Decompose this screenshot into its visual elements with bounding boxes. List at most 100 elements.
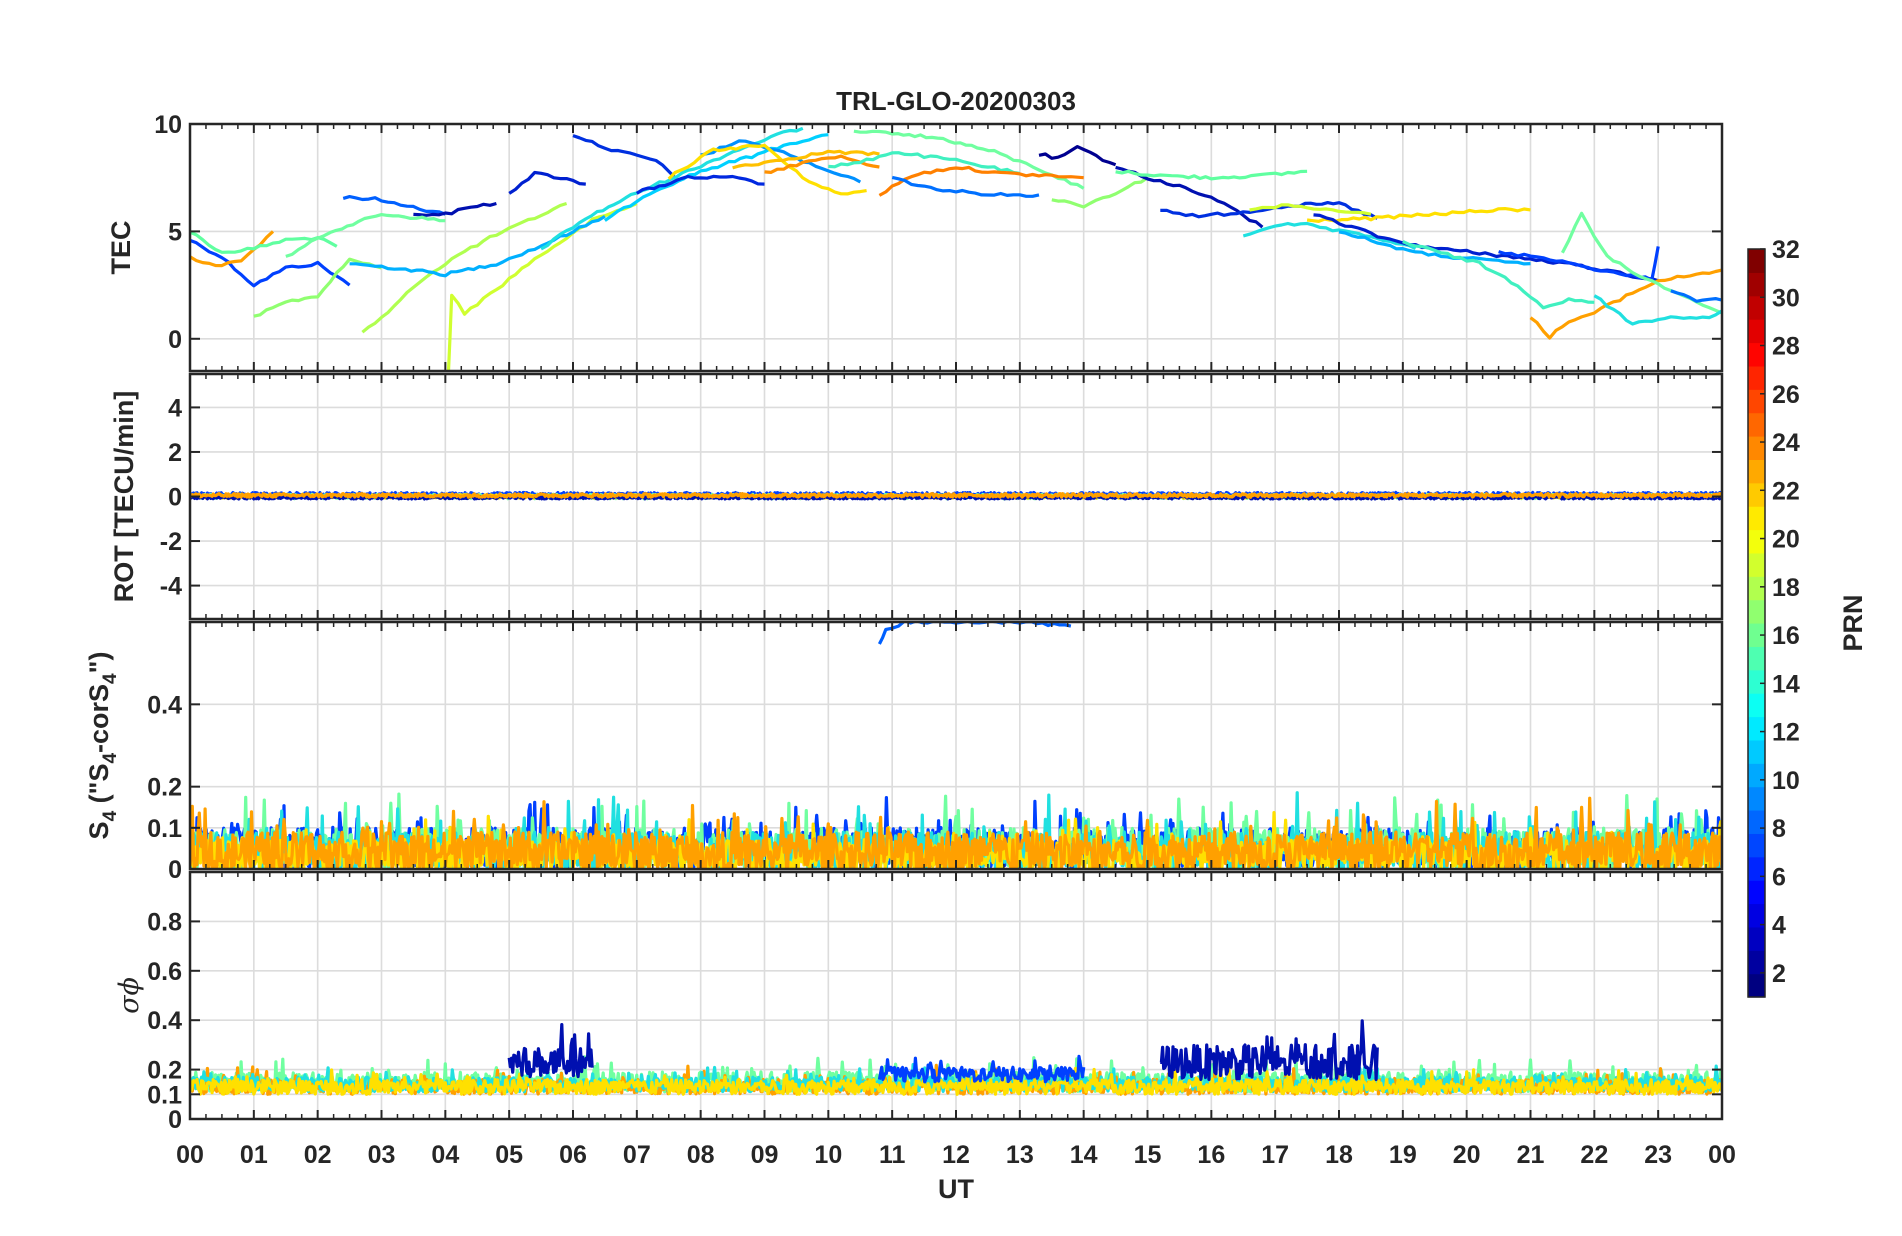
colorbar-block bbox=[1748, 880, 1765, 905]
colorbar-tick-label: 8 bbox=[1772, 815, 1786, 843]
series-line-prn-14 bbox=[828, 151, 1021, 175]
colorbar-tick-label: 16 bbox=[1772, 622, 1800, 650]
y-tick-label: -4 bbox=[160, 573, 182, 601]
x-tick-label: 08 bbox=[687, 1141, 715, 1169]
x-tick-label: 18 bbox=[1325, 1141, 1353, 1169]
series-line-prn-6 bbox=[190, 238, 351, 288]
colorbar-block bbox=[1748, 506, 1765, 531]
colorbar-block bbox=[1748, 576, 1765, 601]
colorbar-block bbox=[1748, 856, 1765, 881]
colorbar-block bbox=[1748, 903, 1765, 928]
tec-series bbox=[190, 126, 1722, 371]
series-line-prn-2 bbox=[413, 201, 497, 217]
x-tick-label: 10 bbox=[814, 1141, 842, 1169]
colorbar-block bbox=[1748, 623, 1765, 647]
series-line-prn-3 bbox=[508, 170, 586, 195]
colorbar-block bbox=[1748, 389, 1765, 414]
y-tick-label: 0.1 bbox=[147, 1081, 182, 1109]
colorbar-tick-label: 28 bbox=[1772, 333, 1800, 361]
series-line-prn-4 bbox=[572, 134, 677, 179]
colorbar-block bbox=[1748, 810, 1765, 834]
x-tick-label: 20 bbox=[1453, 1141, 1481, 1169]
y-tick-label: 2 bbox=[168, 439, 182, 467]
y-tick-label: 0 bbox=[168, 1106, 182, 1134]
series-line-prn-11 bbox=[1338, 230, 1531, 266]
series-line-prn-13 bbox=[1593, 294, 1722, 326]
tec-axes-frame bbox=[188, 122, 1724, 373]
y-tick-label: 10 bbox=[154, 111, 182, 139]
series-line-prn-18 bbox=[361, 201, 568, 334]
rot-ylabel: ROT [TECU/min] bbox=[109, 391, 139, 602]
colorbar-block bbox=[1748, 646, 1765, 671]
colorbar-block bbox=[1748, 763, 1765, 788]
colorbar-block bbox=[1748, 739, 1765, 764]
s4-axes-frame bbox=[188, 620, 1724, 871]
x-axis-label: UT bbox=[938, 1174, 974, 1204]
colorbar-block bbox=[1748, 482, 1765, 507]
colorbar-block bbox=[1748, 926, 1765, 951]
series-line-prn-19 bbox=[1249, 203, 1372, 216]
series-line-prn-8 bbox=[891, 175, 1040, 198]
sigma-ticks: 00.10.2 0.4 0.6 0.8 bbox=[147, 872, 1723, 1134]
colorbar-blocks bbox=[1748, 249, 1765, 998]
x-tick-label: 07 bbox=[623, 1141, 651, 1169]
series-line-prn-10 bbox=[700, 139, 862, 184]
x-tick-label: 09 bbox=[751, 1141, 779, 1169]
colorbar-tick-label: 18 bbox=[1772, 574, 1800, 602]
x-tick-label: 17 bbox=[1261, 1141, 1289, 1169]
series-line-prn-13 bbox=[1242, 221, 1417, 251]
series-line-prn-6 bbox=[877, 1054, 1086, 1084]
x-tick-label: 19 bbox=[1389, 1141, 1417, 1169]
x-tick-label: 22 bbox=[1580, 1141, 1608, 1169]
s4-ticks: 0 0.1 0.2 0.4 bbox=[147, 622, 1723, 884]
colorbar-tick-label: 2 bbox=[1772, 960, 1786, 988]
series-line-prn-12 bbox=[603, 133, 829, 222]
colorbar-tick-label: 22 bbox=[1772, 477, 1800, 505]
colorbar-block bbox=[1748, 459, 1765, 484]
y-tick-label: 0.4 bbox=[147, 1007, 182, 1035]
colorbar-block bbox=[1748, 669, 1765, 694]
tec-ticks: 0 5 10 bbox=[154, 111, 1723, 371]
series-line-prn-5 bbox=[635, 174, 765, 195]
colorbar-block bbox=[1748, 249, 1765, 273]
x-tick-label: 02 bbox=[304, 1141, 332, 1169]
chart-title: TRL-GLO-20200303 bbox=[836, 86, 1076, 116]
series-line-prn-2 bbox=[507, 1022, 594, 1079]
x-tick-labels: 00 01 02 03 04 05 06 07 08 09 10 11 12 13 14 15 16 17 18 19… bbox=[176, 1141, 1736, 1169]
series-line-prn-17 bbox=[1051, 176, 1149, 209]
series-line-prn-8 bbox=[1670, 289, 1722, 303]
y-tick-label: 0.2 bbox=[147, 1057, 182, 1085]
colorbar-label: PRN bbox=[1838, 594, 1868, 651]
colorbar-block bbox=[1748, 272, 1765, 297]
sigma-series bbox=[190, 1019, 1722, 1096]
panel-tec: 0 5 10 TEC bbox=[106, 111, 1724, 373]
colorbar-tick-label: 20 bbox=[1772, 526, 1800, 554]
colorbar-block bbox=[1748, 786, 1765, 811]
colorbar-block bbox=[1748, 973, 1765, 998]
colorbar-block bbox=[1748, 693, 1765, 718]
colorbar-tick-label: 6 bbox=[1772, 863, 1786, 891]
colorbar-tick-label: 14 bbox=[1772, 670, 1800, 698]
rot-axes-frame bbox=[188, 372, 1724, 621]
series-line-prn-21 bbox=[732, 149, 880, 170]
colorbar-block bbox=[1748, 412, 1765, 437]
series-line-prn-20 bbox=[1306, 207, 1531, 223]
x-tick-label: 01 bbox=[240, 1141, 268, 1169]
series-line-prn-16 bbox=[1560, 211, 1722, 315]
colorbar-tick-label: 4 bbox=[1772, 912, 1786, 940]
y-tick-label: 0.8 bbox=[147, 908, 182, 936]
x-tick-label: 11 bbox=[879, 1141, 906, 1169]
colorbar-block bbox=[1748, 342, 1765, 367]
colorbar-block bbox=[1748, 529, 1765, 554]
y-tick-label: 0 bbox=[168, 326, 182, 354]
y-tick-label: 4 bbox=[168, 394, 182, 422]
colorbar-block bbox=[1748, 436, 1765, 460]
colorbar-block bbox=[1748, 295, 1765, 320]
series-line-prn-20 bbox=[190, 1065, 1722, 1096]
x-tick-label: 00 bbox=[1708, 1141, 1736, 1169]
series-line-prn-19 bbox=[446, 202, 638, 371]
s4-ylabel: S4 ("S4-corS4") bbox=[84, 652, 121, 840]
